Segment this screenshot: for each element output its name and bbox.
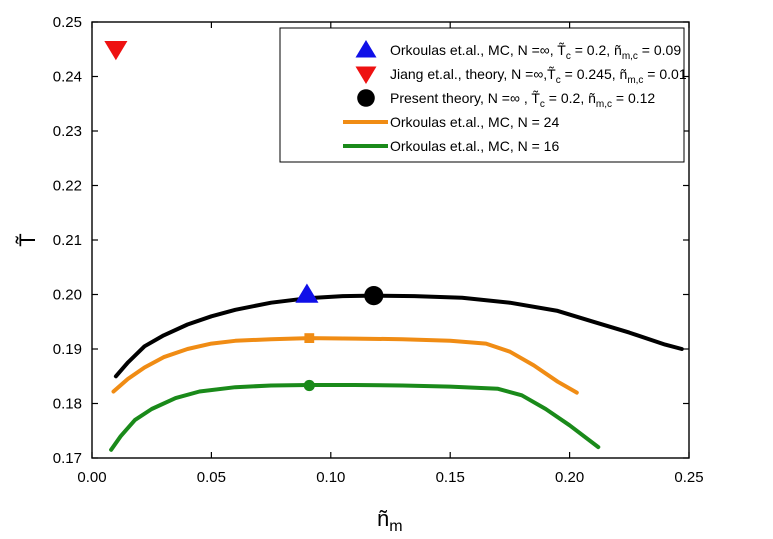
legend: Orkoulas et.al., MC, N =∞, T̃c = 0.2, ñm… (279, 27, 687, 163)
y-axis-title: T̃ (15, 233, 40, 246)
y-tick-label: 0.22 (53, 178, 82, 195)
x-tick-label: 0.15 (436, 469, 465, 486)
x-tick-label: 0.20 (555, 469, 584, 486)
legend-label-1: Jiang et.al., theory, N =∞,T̃c = 0.245, … (390, 66, 687, 86)
legend-label-2: Present theory, N =∞ , T̃c = 0.2, ñm,c =… (390, 90, 655, 110)
data-point-2 (364, 285, 384, 306)
y-tick-label: 0.19 (53, 341, 82, 358)
series-marker-3 (304, 333, 315, 343)
y-tick-label: 0.21 (53, 232, 82, 249)
y-tick-label: 0.20 (53, 287, 82, 304)
y-tick-label: 0.25 (53, 14, 82, 31)
x-tick-label: 0.25 (674, 469, 703, 486)
y-tick-label: 0.17 (53, 450, 82, 467)
legend-box (279, 27, 685, 163)
x-axis-ticks: 0.00 0.05 0.10 0.15 0.20 0.25 (77, 22, 704, 486)
legend-label-3: Orkoulas et.al., MC, N = 24 (390, 114, 559, 130)
legend-symbol-1 (355, 66, 377, 84)
series-layer (104, 41, 684, 452)
y-tick-label: 0.18 (53, 396, 82, 413)
x-tick-label: 0.00 (77, 469, 106, 486)
x-tick-label: 0.10 (316, 469, 345, 486)
y-tick-label: 0.24 (53, 69, 82, 86)
series-line-4 (109, 383, 601, 452)
data-point-1 (104, 41, 128, 61)
legend-label-4: Orkoulas et.al., MC, N = 16 (390, 138, 559, 154)
series-marker-4 (303, 379, 315, 392)
legend-symbol-0 (355, 40, 377, 58)
y-tick-label: 0.23 (53, 123, 82, 140)
y-axis-ticks: 0.17 0.18 0.19 0.20 0.21 0.22 0.23 0.24 0.25 (53, 14, 689, 467)
x-tick-label: 0.05 (197, 469, 226, 486)
legend-symbol-2 (357, 89, 375, 107)
x-axis-title: ñm (377, 506, 403, 535)
data-point-0 (295, 283, 319, 303)
legend-label-0: Orkoulas et.al., MC, N =∞, T̃c = 0.2, ñm… (390, 42, 681, 62)
series-line-5 (113, 293, 684, 379)
